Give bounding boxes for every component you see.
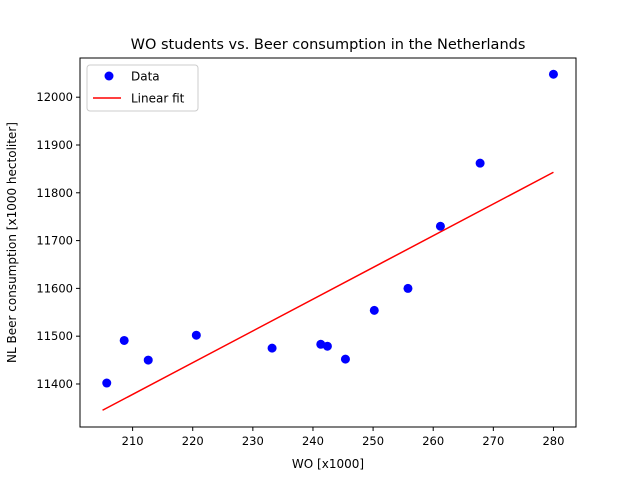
data-point xyxy=(548,69,558,79)
y-tick-label: 11800 xyxy=(36,186,73,200)
data-point xyxy=(102,378,112,388)
x-tick-label: 250 xyxy=(362,434,384,448)
y-tick-label: 11400 xyxy=(36,377,73,391)
data-point xyxy=(475,158,485,168)
y-tick-label: 11500 xyxy=(36,329,73,343)
x-tick-label: 230 xyxy=(242,434,264,448)
plot-frame xyxy=(79,57,577,428)
linear-fit-line xyxy=(102,171,554,411)
data-point xyxy=(322,341,332,351)
data-point xyxy=(191,330,201,340)
x-tick-label: 210 xyxy=(122,434,144,448)
data-point xyxy=(435,221,445,231)
legend: Data Linear fit xyxy=(86,64,199,112)
x-tick-label: 270 xyxy=(482,434,504,448)
x-tick-label: 240 xyxy=(302,434,324,448)
x-axis-ticks: 210 220 230 240 250 260 270 280 xyxy=(122,427,564,448)
legend-label-fit: Linear fit xyxy=(131,92,185,106)
chart-title: WO students vs. Beer consumption in the … xyxy=(131,37,526,53)
y-tick-label: 11700 xyxy=(36,234,73,248)
y-tick-label: 11600 xyxy=(36,281,73,295)
data-point xyxy=(143,355,153,365)
data-point xyxy=(369,305,379,315)
y-tick-label: 12000 xyxy=(36,90,73,104)
x-tick-label: 220 xyxy=(182,434,204,448)
data-point xyxy=(267,343,277,353)
data-point xyxy=(403,283,413,293)
legend-box xyxy=(86,64,199,112)
data-point xyxy=(340,354,350,364)
x-tick-label: 280 xyxy=(542,434,564,448)
y-tick-label: 11900 xyxy=(36,138,73,152)
data-point xyxy=(119,335,129,345)
x-axis-label: WO [x1000] xyxy=(292,457,364,471)
y-axis-ticks: 11400 11500 11600 11700 11800 11900 12000 xyxy=(36,90,80,391)
y-axis-label: NL Beer consumption [x1000 hectoliter] xyxy=(5,122,19,363)
legend-label-data: Data xyxy=(131,70,160,84)
series-layer xyxy=(102,69,558,411)
legend-marker-data xyxy=(104,71,114,81)
x-tick-label: 260 xyxy=(422,434,444,448)
